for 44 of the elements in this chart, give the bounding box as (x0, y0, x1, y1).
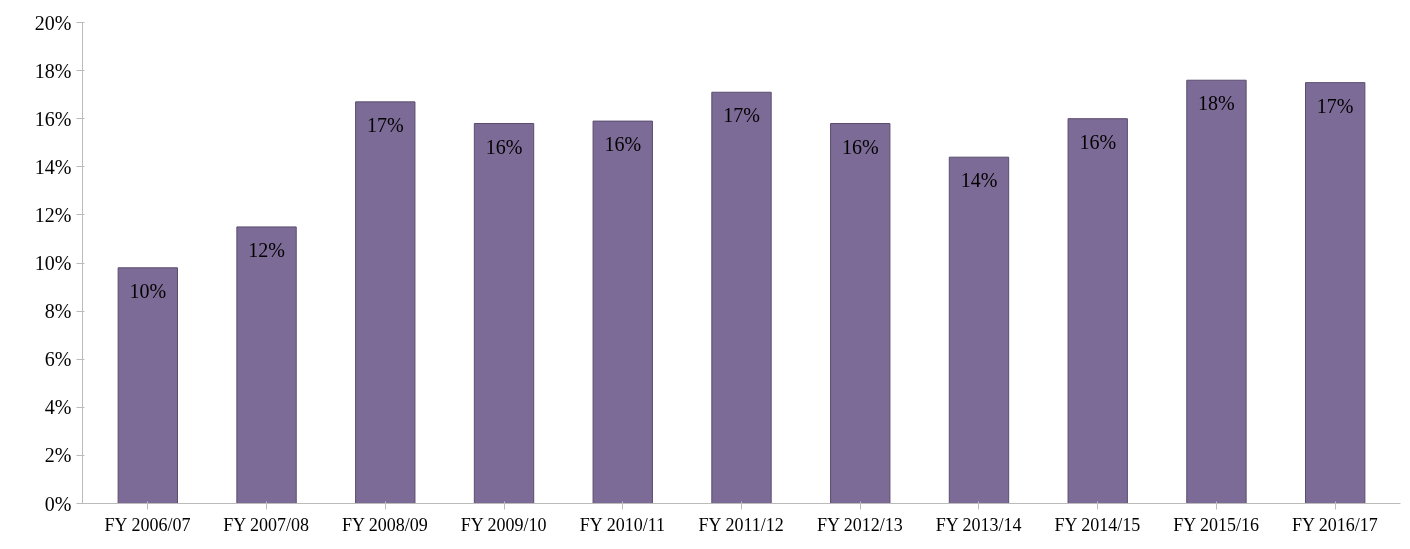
bar (948, 156, 1010, 504)
x-tick-label: FY 2007/08 (223, 514, 310, 535)
x-tick-label: FY 2016/17 (1291, 514, 1378, 535)
y-tick-label: 20% (34, 11, 72, 34)
y-tick-label: 4% (44, 396, 72, 419)
y-tick-label: 0% (44, 492, 72, 515)
y-tick-label: 14% (34, 155, 72, 178)
data-label: 16% (604, 133, 642, 156)
x-tick-label: FY 2010/11 (579, 514, 666, 535)
bar (1305, 82, 1366, 504)
x-tick-label: FY 2008/09 (342, 514, 428, 535)
bar (711, 91, 772, 504)
bar (117, 267, 178, 504)
data-label: 16% (1079, 130, 1117, 153)
x-tick-label: FY 2015/16 (1173, 514, 1260, 535)
y-tick-label: 12% (34, 203, 72, 226)
bar (473, 123, 535, 504)
data-label: 17% (723, 104, 760, 127)
data-label: 14% (960, 169, 998, 192)
y-tick-label: 2% (44, 444, 72, 467)
bar (830, 123, 891, 504)
y-tick-label: 8% (44, 300, 72, 323)
x-tick-label: FY 2011/12 (698, 514, 784, 535)
data-label: 17% (366, 113, 404, 136)
y-tick-label: 16% (34, 107, 72, 130)
bar (236, 226, 297, 504)
y-tick-label: 10% (34, 252, 72, 274)
data-label: 16% (841, 135, 879, 158)
y-tick-label: 6% (44, 348, 72, 371)
data-label: 17% (1316, 94, 1354, 117)
bar (1186, 79, 1247, 504)
x-tick-label: FY 2013/14 (935, 514, 1022, 535)
x-tick-label: FY 2006/07 (104, 514, 191, 535)
x-tick-label: FY 2012/13 (816, 514, 903, 535)
data-label: 12% (248, 238, 285, 261)
bar (1067, 118, 1128, 504)
x-tick-label: FY 2014/15 (1054, 514, 1141, 535)
data-label: 10% (129, 279, 167, 302)
bar (592, 120, 653, 504)
data-label: 16% (485, 135, 523, 158)
data-label: 18% (1198, 92, 1235, 115)
x-tick-label: FY 2009/10 (460, 514, 547, 535)
y-tick-label: 18% (34, 59, 72, 82)
bar (355, 101, 416, 504)
